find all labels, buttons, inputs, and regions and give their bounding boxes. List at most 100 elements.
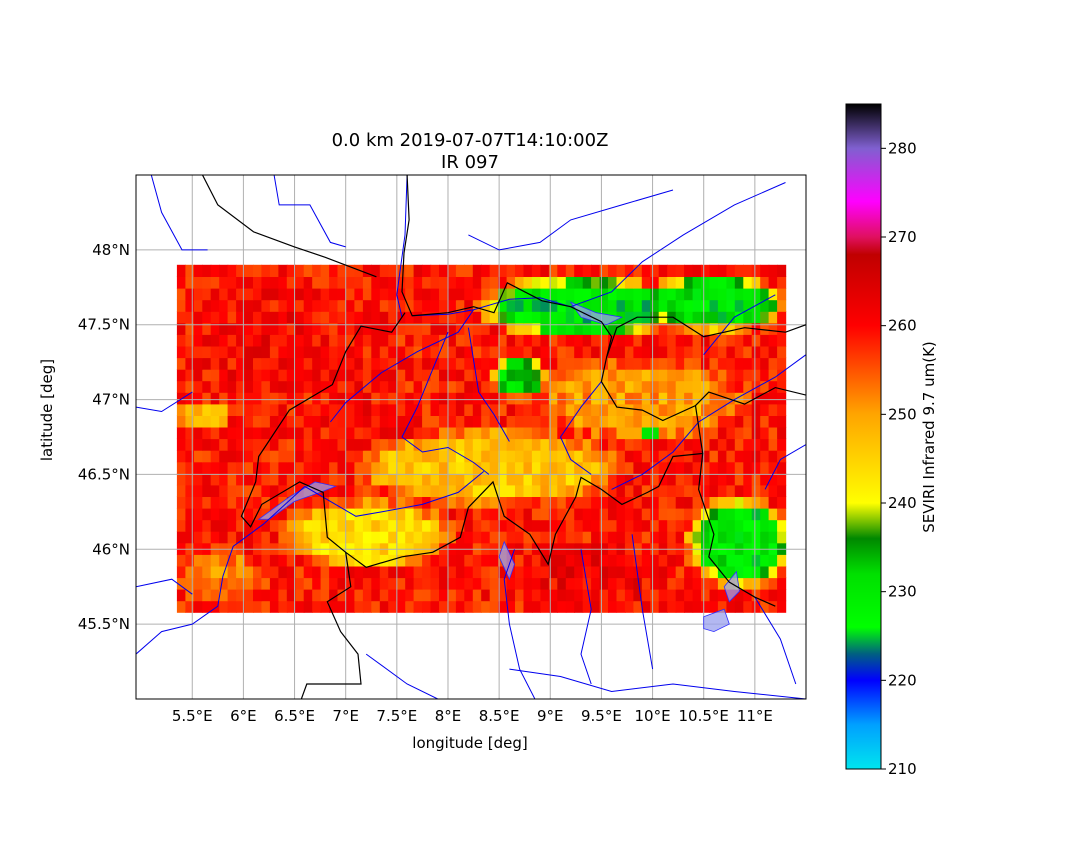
field-cell <box>692 380 702 393</box>
field-cell <box>329 531 339 544</box>
field-cell <box>684 519 694 532</box>
field-cell <box>422 392 432 405</box>
field-cell <box>303 299 313 312</box>
field-cell <box>531 450 541 463</box>
field-cell <box>641 369 651 382</box>
field-cell <box>709 484 719 497</box>
field-cell <box>557 415 567 428</box>
field-cell <box>320 473 330 486</box>
field-cell <box>286 450 296 463</box>
field-cell <box>582 334 592 347</box>
field-cell <box>540 334 550 347</box>
field-cell <box>515 299 525 312</box>
field-cell <box>481 554 491 567</box>
field-cell <box>498 276 508 289</box>
field-cell <box>227 473 237 486</box>
field-cell <box>413 369 423 382</box>
field-cell <box>253 531 263 544</box>
field-cell <box>210 565 220 579</box>
field-cell <box>760 288 770 301</box>
field-cell <box>726 311 736 324</box>
field-cell <box>717 415 727 428</box>
field-cell <box>337 496 347 509</box>
field-cell <box>658 461 668 474</box>
field-cell <box>286 403 296 416</box>
field-cell <box>717 577 727 590</box>
field-cell <box>523 473 533 486</box>
field-cell <box>439 426 449 440</box>
field-cell <box>439 484 449 497</box>
field-cell <box>599 322 609 335</box>
field-cell <box>726 357 736 370</box>
field-cell <box>447 600 457 613</box>
field-cell <box>701 438 711 451</box>
field-cell <box>236 589 246 602</box>
field-cell <box>489 508 499 521</box>
field-cell <box>227 508 237 521</box>
field-cell <box>405 531 415 544</box>
field-cell <box>565 577 575 590</box>
field-cell <box>523 369 533 382</box>
field-cell <box>176 577 186 590</box>
field-cell <box>219 565 229 579</box>
field-cell <box>692 577 702 590</box>
field-cell <box>481 276 491 289</box>
field-cell <box>295 450 305 463</box>
field-cell <box>599 450 609 463</box>
field-cell <box>565 531 575 544</box>
field-cell <box>481 450 491 463</box>
field-cell <box>244 299 254 312</box>
field-cell <box>455 600 465 613</box>
field-cell <box>464 369 474 382</box>
field-cell <box>329 438 339 451</box>
field-cell <box>540 322 550 335</box>
field-cell <box>608 519 618 532</box>
field-cell <box>667 426 677 440</box>
field-cell <box>701 496 711 509</box>
field-cell <box>641 531 651 544</box>
field-cell <box>624 600 634 613</box>
field-cell <box>422 311 432 324</box>
field-cell <box>641 380 651 393</box>
field-cell <box>236 554 246 567</box>
field-cell <box>548 288 558 301</box>
field-cell <box>253 369 263 382</box>
field-cell <box>481 426 491 440</box>
field-cell <box>269 531 279 544</box>
field-cell <box>455 345 465 359</box>
field-cell <box>472 264 482 277</box>
field-cell <box>633 484 643 497</box>
field-cell <box>608 426 618 440</box>
field-cell <box>396 345 406 359</box>
field-cell <box>269 311 279 324</box>
field-cell <box>312 600 322 613</box>
field-cell <box>734 577 744 590</box>
field-cell <box>523 357 533 370</box>
field-cell <box>337 473 347 486</box>
field-cell <box>439 276 449 289</box>
field-cell <box>210 589 220 602</box>
field-cell <box>244 264 254 277</box>
field-cell <box>227 276 237 289</box>
field-cell <box>548 600 558 613</box>
field-cell <box>531 288 541 301</box>
field-cell <box>633 392 643 405</box>
field-cell <box>777 322 787 335</box>
field-cell <box>176 276 186 289</box>
field-cell <box>574 531 584 544</box>
field-cell <box>624 288 634 301</box>
field-cell <box>641 554 651 567</box>
field-cell <box>286 369 296 382</box>
field-cell <box>329 288 339 301</box>
field-cell <box>692 288 702 301</box>
field-cell <box>261 276 271 289</box>
field-cell <box>236 461 246 474</box>
field-cell <box>253 299 263 312</box>
field-cell <box>253 415 263 428</box>
field-cell <box>244 311 254 324</box>
field-cell <box>481 577 491 590</box>
field-cell <box>185 577 195 590</box>
field-cell <box>523 461 533 474</box>
field-cell <box>650 426 660 440</box>
field-cell <box>633 380 643 393</box>
